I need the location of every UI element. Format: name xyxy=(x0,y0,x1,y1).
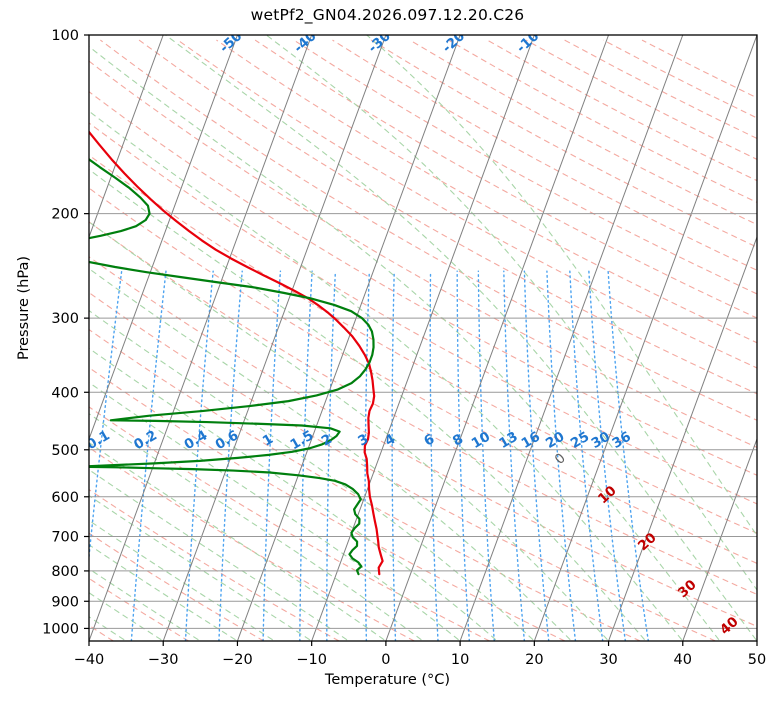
svg-text:1000: 1000 xyxy=(42,621,79,637)
svg-text:−10: −10 xyxy=(296,652,327,668)
mixing-ratio-lines xyxy=(89,270,650,641)
moist-adiabats xyxy=(89,35,757,641)
svg-text:20: 20 xyxy=(525,652,543,668)
svg-text:−40: −40 xyxy=(74,652,105,668)
svg-text:10: 10 xyxy=(451,652,469,668)
svg-text:800: 800 xyxy=(51,564,79,580)
svg-text:0: 0 xyxy=(381,652,390,668)
svg-text:−20: −20 xyxy=(222,652,253,668)
svg-text:40: 40 xyxy=(674,652,692,668)
svg-text:900: 900 xyxy=(51,594,79,610)
svg-text:100: 100 xyxy=(51,28,79,44)
x-axis-label: Temperature (°C) xyxy=(324,672,451,688)
sounding-curves xyxy=(89,130,384,576)
svg-text:300: 300 xyxy=(51,311,79,327)
svg-text:700: 700 xyxy=(51,530,79,546)
isotherms xyxy=(89,35,757,641)
svg-text:500: 500 xyxy=(51,443,79,459)
axis-ticks: −40 −30 −20 −10 0 10 20 30 40 50 100 200 300 400 500 60… xyxy=(42,28,766,668)
svg-text:400: 400 xyxy=(51,385,79,401)
svg-text:30: 30 xyxy=(599,652,617,668)
svg-text:−30: −30 xyxy=(148,652,179,668)
svg-text:200: 200 xyxy=(51,207,79,223)
svg-text:600: 600 xyxy=(51,490,79,506)
page-title: wetPf2_GN04.2026.097.12.20.C26 xyxy=(250,6,525,24)
pressure-gridlines xyxy=(89,35,757,629)
svg-text:50: 50 xyxy=(748,652,766,668)
plot-border xyxy=(88,34,758,642)
